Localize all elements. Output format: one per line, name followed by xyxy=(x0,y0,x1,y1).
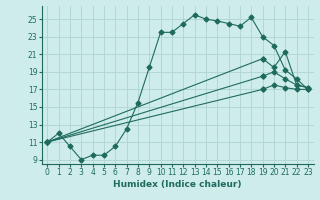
X-axis label: Humidex (Indice chaleur): Humidex (Indice chaleur) xyxy=(113,180,242,189)
